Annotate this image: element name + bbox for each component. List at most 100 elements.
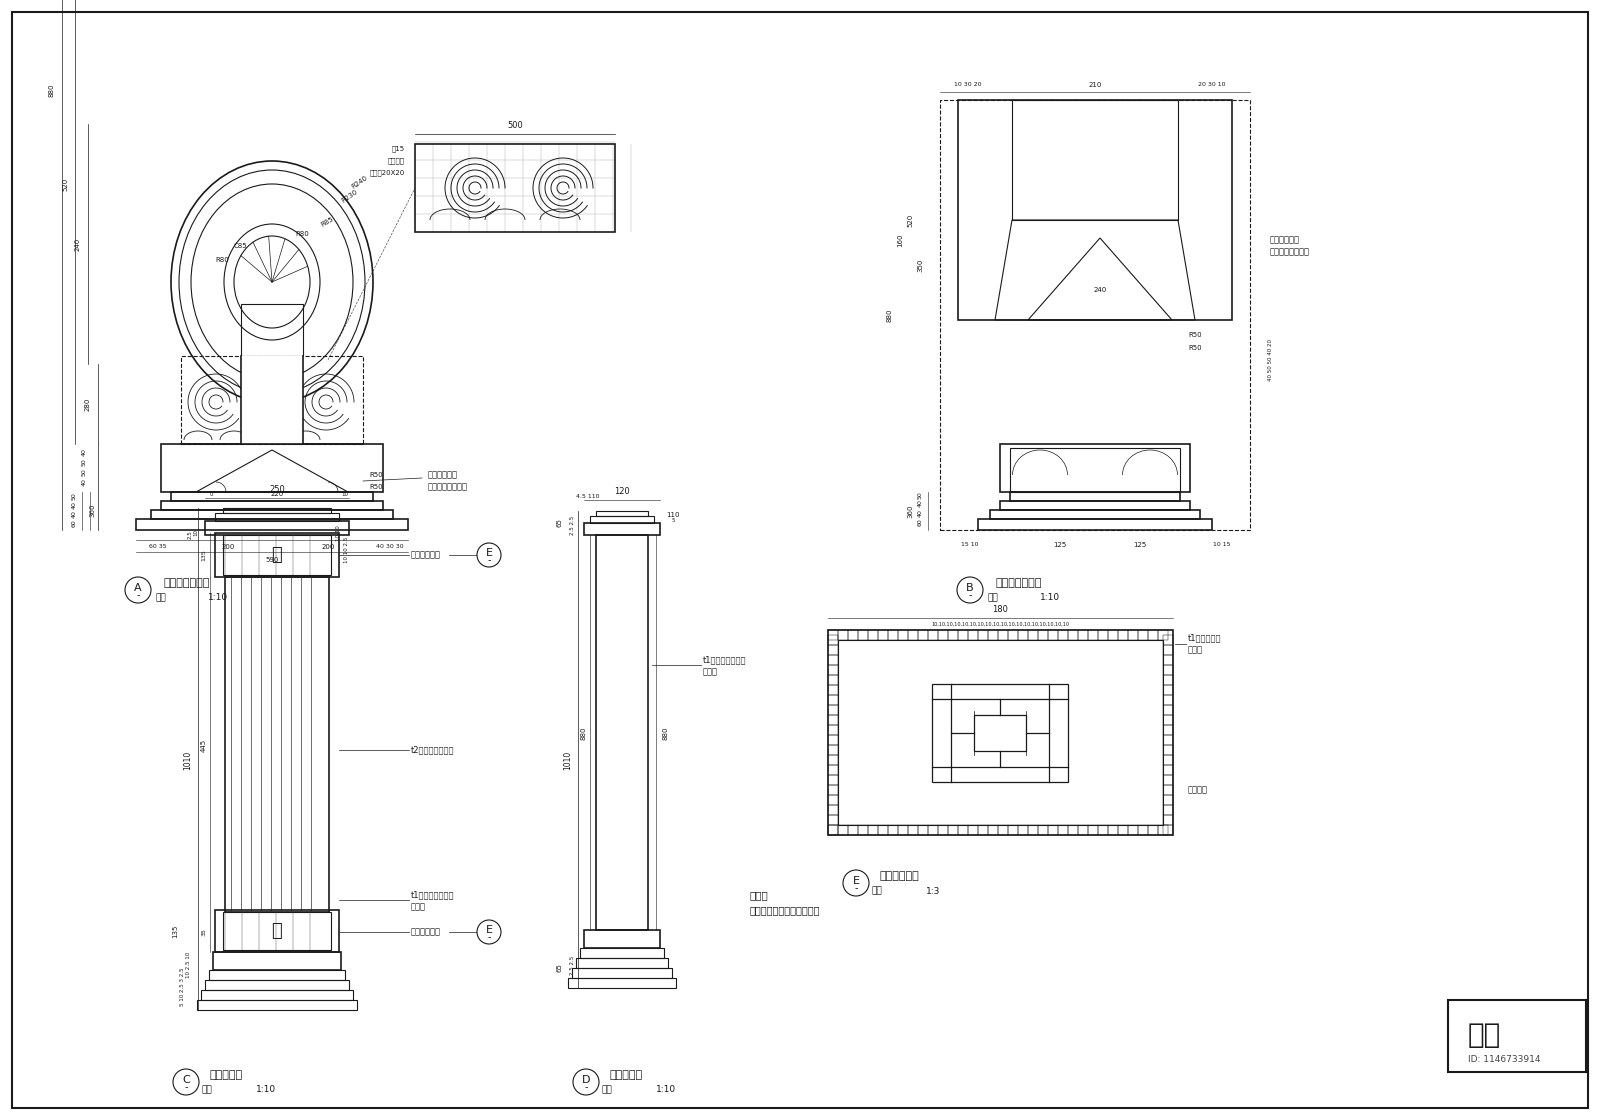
Bar [998, 825, 1008, 836]
Text: 1:10: 1:10 [208, 594, 229, 603]
Bar [968, 825, 978, 836]
Text: 紫铜色: 紫铜色 [702, 668, 718, 676]
Bar [595, 511, 648, 516]
Bar [1078, 825, 1088, 836]
Bar [226, 577, 330, 912]
Text: 放样原点: 放样原点 [1187, 785, 1208, 794]
Text: 1:3: 1:3 [926, 887, 941, 896]
Bar [838, 825, 848, 836]
Bar [584, 523, 661, 535]
Bar [989, 825, 998, 836]
Text: -: - [584, 1082, 587, 1092]
Bar [838, 640, 1163, 825]
Text: 10 15: 10 15 [1213, 542, 1230, 548]
Text: 2.5 2.5: 2.5 2.5 [570, 515, 574, 534]
Text: 40: 40 [917, 510, 923, 517]
Bar [909, 825, 918, 836]
Bar [829, 785, 838, 795]
Text: 说明：: 说明： [750, 890, 768, 900]
Bar [829, 675, 838, 685]
Text: 芝麻白花岗石: 芝麻白花岗石 [1270, 235, 1299, 244]
Text: 灯具螺纹大样: 灯具螺纹大样 [411, 551, 442, 560]
Text: 比例: 比例 [989, 594, 998, 603]
Bar [931, 684, 1069, 782]
Bar [928, 825, 938, 836]
Text: 灯具详图一: 灯具详图一 [210, 1070, 243, 1080]
Text: 放线编20X20: 放线编20X20 [370, 170, 405, 176]
Bar [829, 735, 838, 745]
Text: R50: R50 [370, 484, 382, 491]
Text: t2厚黄色亚克力板: t2厚黄色亚克力板 [411, 746, 454, 755]
Text: 200: 200 [322, 544, 334, 550]
Text: 2.5 2.5: 2.5 2.5 [570, 955, 574, 974]
Bar [867, 825, 878, 836]
Text: 20 30 10: 20 30 10 [1198, 83, 1226, 87]
Bar [978, 825, 989, 836]
Bar [867, 629, 878, 640]
Bar [829, 825, 838, 836]
Bar [989, 629, 998, 640]
Text: 放样原点: 放样原点 [387, 158, 405, 165]
Bar [1163, 655, 1173, 665]
Bar [1010, 492, 1181, 501]
Text: t1镌圆不锈锤: t1镌圆不锈锤 [1187, 634, 1221, 643]
Bar [998, 629, 1008, 640]
Bar [1163, 685, 1173, 696]
Bar [898, 825, 909, 836]
Bar [1163, 825, 1173, 836]
Bar [1107, 825, 1118, 836]
Text: 60: 60 [72, 520, 77, 526]
Text: 知乎: 知乎 [1469, 1021, 1501, 1049]
Bar [222, 535, 331, 575]
Bar [1163, 765, 1173, 775]
Bar [1069, 629, 1078, 640]
Bar [950, 699, 1050, 767]
Text: 520: 520 [62, 177, 67, 190]
Text: -: - [184, 1082, 187, 1092]
Text: 5: 5 [672, 517, 675, 523]
Bar [205, 980, 349, 990]
Bar [579, 948, 664, 958]
Text: 10: 10 [341, 492, 349, 496]
Bar [1128, 629, 1138, 640]
Bar [829, 629, 1173, 836]
Text: 125: 125 [1053, 542, 1067, 548]
Text: 65: 65 [557, 963, 563, 972]
Text: 1:10: 1:10 [256, 1085, 277, 1094]
Text: 180: 180 [992, 606, 1008, 615]
Text: 240: 240 [75, 237, 82, 251]
Bar [1013, 100, 1178, 220]
Bar [1149, 629, 1158, 640]
Bar [909, 629, 918, 640]
Text: 15 10: 15 10 [962, 542, 979, 548]
Bar [829, 825, 838, 836]
Text: 回15: 回15 [392, 146, 405, 152]
Bar [938, 825, 947, 836]
Text: E: E [485, 925, 493, 935]
Text: 240: 240 [1093, 287, 1107, 293]
Bar [829, 665, 838, 675]
Bar [584, 930, 661, 948]
Bar [848, 629, 858, 640]
Text: R80: R80 [294, 231, 309, 237]
Bar [1163, 696, 1173, 704]
Bar [1088, 629, 1098, 640]
Bar [947, 825, 958, 836]
Bar [1163, 635, 1173, 645]
Text: 10 10: 10 10 [336, 525, 341, 541]
Bar [162, 501, 382, 510]
Text: 110: 110 [666, 512, 680, 517]
Bar [197, 1000, 357, 1010]
Bar [171, 492, 373, 501]
Bar [1163, 665, 1173, 675]
Text: R50: R50 [1189, 345, 1202, 351]
Bar [568, 978, 675, 988]
Text: 40 30 30: 40 30 30 [376, 544, 403, 550]
Text: R230: R230 [341, 188, 358, 204]
Bar [1163, 785, 1173, 795]
Bar [150, 510, 394, 519]
Text: 2.5 3 2.5: 2.5 3 2.5 [181, 968, 186, 992]
Bar [978, 629, 989, 640]
Text: 50: 50 [82, 468, 86, 476]
Text: 厂家二次深化设计: 厂家二次深化设计 [1270, 248, 1310, 256]
